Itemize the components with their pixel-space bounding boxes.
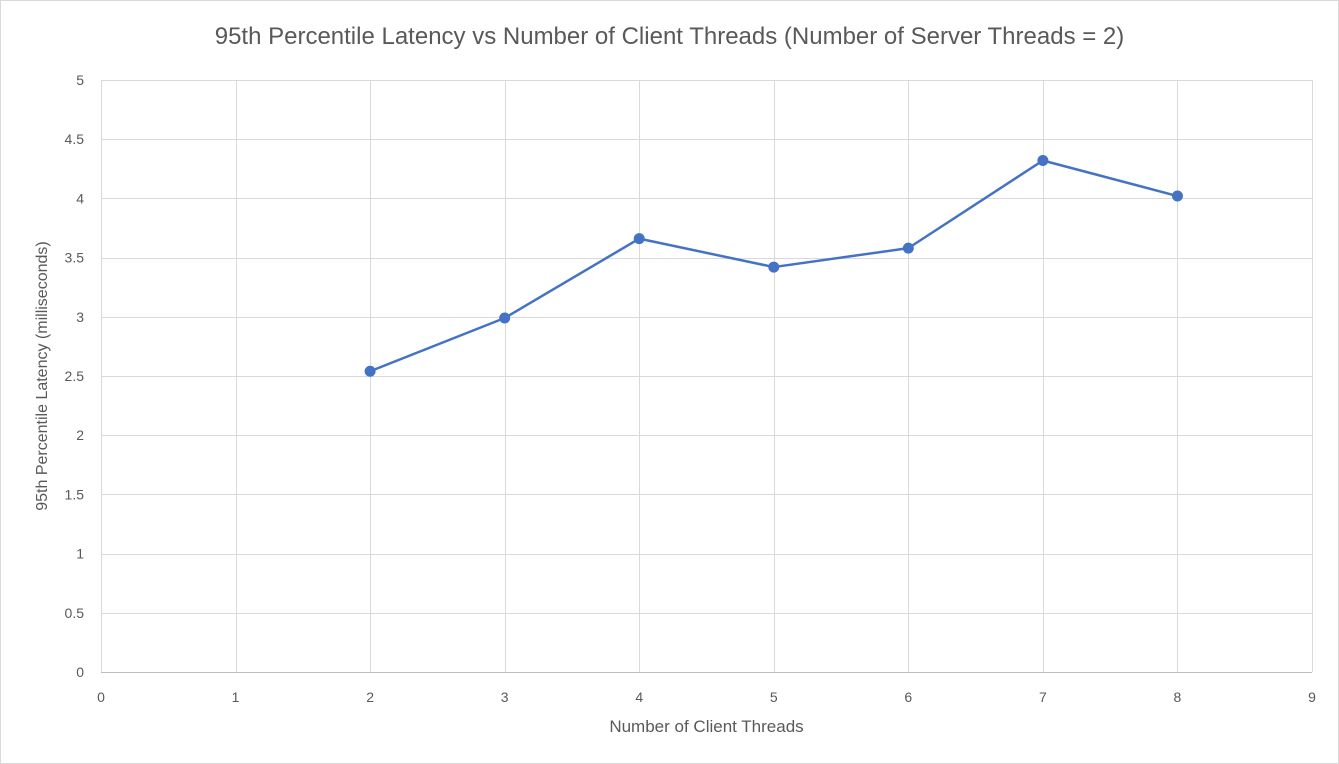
x-tick-label-6: 6: [904, 689, 912, 705]
x-tick-label-9: 9: [1308, 689, 1316, 705]
chart-title: 95th Percentile Latency vs Number of Cli…: [214, 23, 1125, 50]
horizontal-gridlines: [101, 80, 1312, 673]
data-point-8: [1171, 190, 1183, 202]
y-tick-label-0: 0: [76, 664, 84, 680]
y-tick-label-1: 0.5: [65, 605, 85, 621]
x-tick-label-2: 2: [366, 689, 374, 705]
y-tick-label-9: 4.5: [65, 131, 85, 147]
x-tick-label-4: 4: [635, 689, 643, 705]
y-tick-label-3: 1.5: [65, 486, 85, 502]
data-point-4: [633, 233, 645, 245]
x-tick-label-0: 0: [97, 689, 105, 705]
y-axis-title: 95th Percentile Latency (milliseconds): [34, 241, 51, 511]
y-tick-labels: 0 0.5 1 1.5 2 2.5 3 3.5 4 4.5 5: [65, 72, 85, 680]
y-tick-label-2: 1: [76, 546, 84, 562]
x-tick-label-5: 5: [770, 689, 778, 705]
y-tick-label-6: 3: [76, 309, 84, 325]
x-tick-label-3: 3: [501, 689, 509, 705]
y-tick-label-10: 5: [76, 72, 84, 88]
x-axis-title: Number of Client Threads: [609, 717, 804, 736]
data-point-2: [364, 365, 376, 377]
series-group: [364, 155, 1183, 377]
data-point-5: [768, 261, 780, 273]
x-tick-label-1: 1: [232, 689, 240, 705]
y-tick-label-5: 2.5: [65, 368, 85, 384]
x-tick-label-7: 7: [1039, 689, 1047, 705]
x-tick-label-8: 8: [1174, 689, 1182, 705]
y-tick-label-4: 2: [76, 427, 84, 443]
y-tick-label-8: 4: [76, 190, 84, 206]
data-point-3: [499, 312, 511, 324]
y-tick-label-7: 3.5: [65, 250, 85, 266]
x-tick-labels: 0 1 2 3 4 5 6 7 8 9: [97, 689, 1316, 705]
data-point-7: [1037, 155, 1049, 167]
data-point-6: [902, 242, 914, 254]
